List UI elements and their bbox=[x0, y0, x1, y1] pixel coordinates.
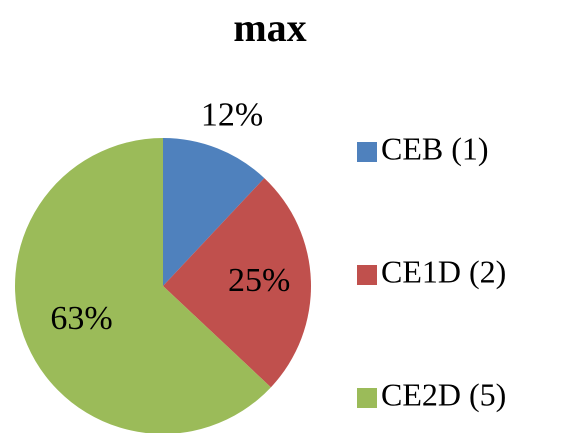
legend-swatch bbox=[357, 265, 377, 285]
legend-swatch bbox=[357, 142, 377, 162]
legend-label: CE1D (2) bbox=[381, 253, 506, 289]
pie-slice bbox=[14, 138, 271, 433]
legend-label: CE2D (5) bbox=[381, 376, 506, 412]
pie-slice bbox=[163, 138, 265, 286]
chart-title: max bbox=[233, 5, 306, 50]
data-label: 25% bbox=[228, 262, 290, 299]
legend-swatch bbox=[357, 388, 377, 408]
pie-slice bbox=[163, 178, 311, 388]
data-label: 12% bbox=[201, 97, 263, 134]
legend-label: CEB (1) bbox=[381, 130, 489, 166]
data-label: 63% bbox=[50, 300, 112, 337]
